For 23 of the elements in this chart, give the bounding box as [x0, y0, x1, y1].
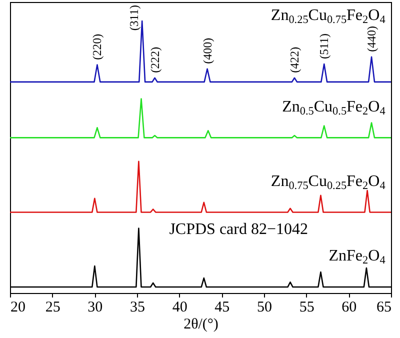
annotation: (311) [127, 5, 142, 31]
x-tick-label: 55 [299, 300, 314, 316]
x-tick-label: 30 [88, 300, 103, 316]
annotation: (511) [317, 33, 332, 60]
series-label: Zn$_{0.5}$Cu$_{0.5}$Fe$_{2}$O$_{4}$ [282, 98, 386, 118]
series-label: ZnFe$_{2}$O$_{4}$ [328, 248, 386, 266]
x-tick-label: 35 [130, 300, 145, 316]
series-label: Zn$_{0.75}$Cu$_{0.25}$Fe$_{2}$O$_{4}$ [270, 172, 386, 192]
annotation: (222) [148, 46, 162, 73]
x-tick-label: 60 [342, 300, 357, 316]
x-tick-label: 45 [214, 300, 230, 316]
annotation: (220) [90, 34, 104, 60]
x-axis-title: 2θ/(°) [184, 316, 218, 332]
annotation: (422) [287, 46, 302, 73]
annotation: (440) [364, 26, 379, 52]
annotation: (400) [200, 38, 214, 64]
x-tick-label: 20 [10, 300, 26, 316]
text: Zn$_{0.25}$Cu$_{0.75}$Fe$_{2}$O$_{4}$ [270, 7, 386, 26]
x-tick-label: 40 [172, 300, 188, 316]
x-tick-label: 25 [45, 300, 60, 316]
x-tick-label: 50 [257, 300, 272, 316]
x-tick-label: 65 [376, 300, 392, 316]
annotation: JCPDS card 82−1042 [169, 220, 308, 238]
